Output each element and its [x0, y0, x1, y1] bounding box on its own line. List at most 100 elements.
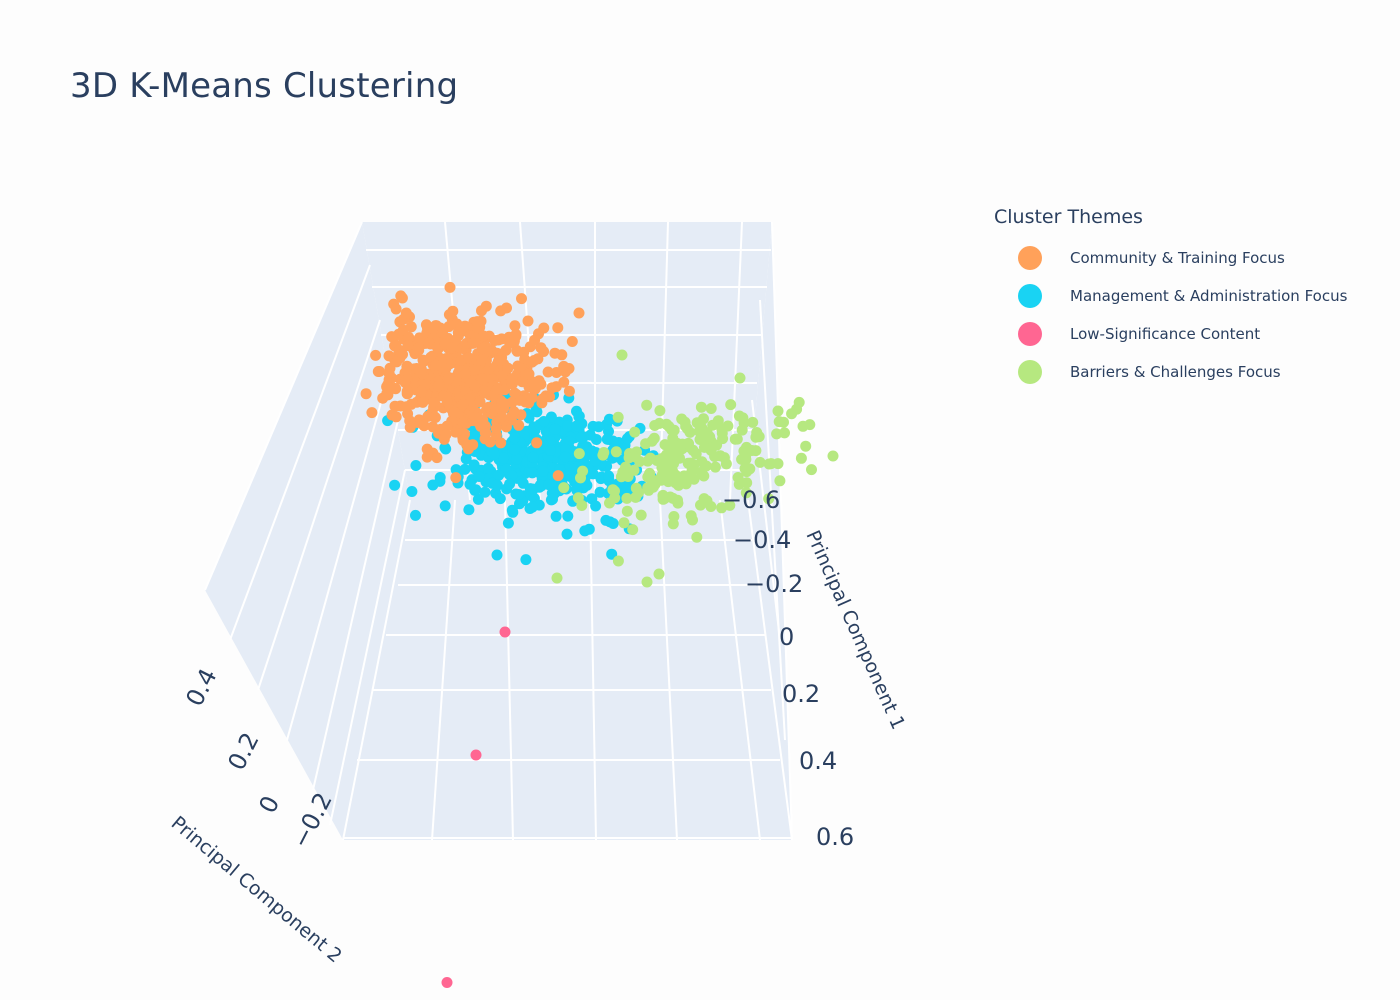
pc1-tick-label: 0.6 — [816, 823, 854, 851]
scatter-point — [415, 367, 427, 378]
scatter-point — [410, 460, 422, 471]
pc1-tick-label: −0.2 — [745, 570, 803, 598]
scatter-point — [695, 401, 707, 413]
scatter-point — [491, 479, 503, 491]
scatter-point — [724, 499, 736, 511]
scatter-point — [772, 405, 784, 417]
scatter-point — [559, 451, 571, 463]
scatter-point — [388, 298, 400, 310]
pc1-tick-label: 0.2 — [782, 680, 820, 708]
scatter-point — [698, 413, 709, 425]
scatter-point — [551, 367, 562, 378]
scatter-point — [741, 441, 752, 453]
chart-title: 3D K-Means Clustering — [70, 66, 459, 106]
scatter-point — [382, 381, 394, 393]
scatter-point — [386, 331, 398, 343]
scatter-point — [494, 493, 506, 505]
scatter-point — [549, 423, 561, 435]
scatter-point — [667, 438, 679, 450]
legend-marker-icon — [1018, 284, 1042, 308]
scatter-point — [664, 448, 676, 460]
scatter-point — [422, 410, 434, 422]
scatter-point — [691, 531, 703, 543]
scatter-point — [444, 281, 456, 293]
scene-floor-plane — [343, 500, 792, 840]
scatter-point — [390, 411, 402, 423]
scatter-point — [509, 444, 521, 456]
scatter-point — [450, 472, 462, 484]
scatter-point — [372, 366, 384, 377]
scatter-point — [495, 411, 507, 423]
scatter-point — [494, 355, 506, 367]
scatter-point — [404, 415, 416, 427]
scatter-point — [477, 373, 488, 385]
legend-marker-icon — [1018, 322, 1042, 346]
scatter-point — [493, 469, 505, 481]
scatter-point — [635, 509, 647, 521]
scatter-point — [477, 342, 489, 354]
scatter-point — [672, 497, 684, 509]
scatter-point — [397, 348, 408, 360]
scatter-point — [383, 350, 395, 362]
scatter-point — [535, 342, 547, 354]
scatter-point — [666, 466, 678, 478]
scatter-point — [496, 370, 508, 382]
scatter-point — [423, 337, 435, 349]
scatter-point — [527, 451, 539, 463]
scatter-point — [366, 407, 378, 419]
scatter-point — [442, 373, 454, 385]
scatter-point — [526, 501, 538, 513]
scatter-point — [725, 399, 737, 411]
scatter-point — [410, 509, 421, 521]
scatter-point — [629, 426, 641, 438]
scatter-point — [590, 434, 602, 445]
scatter-point — [516, 293, 527, 305]
scatter-point — [641, 576, 653, 588]
scatter-point — [628, 464, 640, 476]
scatter-point-low-significance — [470, 749, 482, 761]
legend-label: Management & Administration Focus — [1070, 287, 1348, 305]
scatter-point — [464, 478, 476, 490]
scatter-point — [646, 435, 658, 447]
pc1-tick-label: 0 — [779, 623, 794, 651]
scatter-point — [627, 524, 639, 536]
scatter-point — [800, 440, 812, 452]
scatter-point — [603, 470, 615, 482]
scatter-point — [598, 447, 610, 458]
legend-item-management-administration[interactable]: Management & Administration Focus — [994, 277, 1347, 315]
legend-item-barriers-challenges[interactable]: Barriers & Challenges Focus — [994, 353, 1347, 391]
scatter-point — [744, 463, 756, 475]
scatter-point — [709, 461, 721, 473]
legend: Cluster Themes Community & Training Focu… — [994, 206, 1347, 391]
scatter-point — [459, 368, 471, 380]
scatter-point — [448, 406, 460, 418]
scatter-point — [402, 340, 414, 352]
pc1-tick-label: −0.4 — [733, 526, 791, 554]
scatter-point — [479, 427, 491, 439]
scatter-point — [734, 372, 746, 384]
scatter-point — [506, 373, 518, 385]
scatter-point — [520, 554, 532, 566]
scatter-point — [406, 486, 418, 497]
scatter-point — [705, 403, 717, 414]
scatter-point — [383, 367, 395, 379]
scatter-point — [572, 492, 584, 504]
scatter-point — [509, 320, 521, 332]
scatter-point — [630, 482, 642, 494]
scatter-point — [680, 420, 692, 432]
scatter-point — [370, 349, 382, 361]
scatter-point — [668, 424, 680, 436]
floor-gridline — [342, 499, 411, 841]
scatter-point — [413, 332, 425, 344]
scatter-point — [552, 322, 564, 334]
scatter-point — [701, 495, 713, 507]
legend-item-low-significance[interactable]: Low-Significance Content — [994, 315, 1347, 353]
scatter-point — [496, 396, 508, 408]
legend-item-community-training[interactable]: Community & Training Focus — [994, 239, 1347, 277]
scatter-point — [612, 411, 624, 423]
scatter-point — [575, 432, 587, 444]
scatter-point — [604, 497, 615, 509]
scatter-point — [463, 352, 475, 364]
scatter-point — [586, 445, 598, 457]
